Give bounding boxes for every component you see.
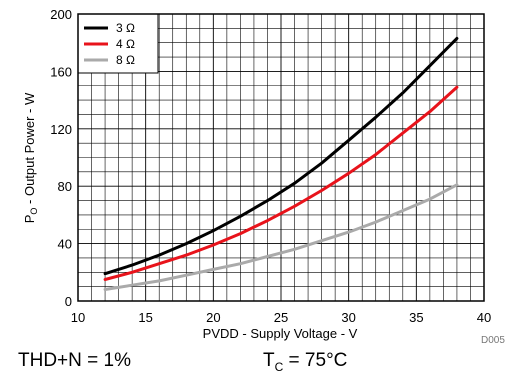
thd-condition: THD+N = 1%: [18, 350, 131, 371]
y-axis-label-rest: - Output Power - W: [22, 92, 37, 208]
x-tick-label: 40: [477, 310, 491, 325]
temperature-value: = 75°C: [283, 350, 348, 371]
x-axis-label: PVDD - Supply Voltage - V: [203, 326, 358, 341]
y-tick-label: 40: [58, 237, 72, 252]
series-line: [103, 183, 459, 291]
y-tick-label: 200: [50, 7, 72, 22]
temperature-symbol: T: [263, 350, 275, 371]
x-tick-label: 30: [341, 310, 355, 325]
temperature-subscript: C: [274, 359, 284, 374]
legend: 3 Ω 4 Ω 8 Ω: [77, 13, 159, 74]
y-tick-label: 120: [50, 122, 72, 137]
x-tick-label: 15: [138, 310, 152, 325]
x-tick-label: 35: [409, 310, 423, 325]
series-line: [103, 36, 459, 276]
plot-frame: [77, 13, 485, 302]
series-lines: [103, 36, 459, 291]
y-tick-label: 0: [65, 294, 72, 309]
x-tick-label: 10: [71, 310, 85, 325]
legend-label: 8 Ω: [116, 53, 135, 67]
y-axis-label-sub: O: [29, 208, 39, 215]
x-tick-labels: 10 15 20 25 30 35 40: [71, 310, 491, 325]
y-axis-label: PO - Output Power - W: [22, 92, 39, 223]
legend-label: 4 Ω: [116, 37, 135, 51]
figure-code: D005: [481, 335, 505, 346]
temperature-condition: TC = 75°C: [263, 350, 347, 374]
x-tick-label: 25: [274, 310, 288, 325]
y-axis-label-main: P: [22, 215, 37, 224]
y-tick-label: 160: [50, 64, 72, 79]
legend-label: 3 Ω: [116, 21, 135, 35]
series-line: [103, 85, 459, 281]
y-tick-labels: 0 40 80 120 160 200: [50, 7, 72, 309]
y-tick-label: 80: [58, 179, 72, 194]
x-tick-label: 20: [206, 310, 220, 325]
